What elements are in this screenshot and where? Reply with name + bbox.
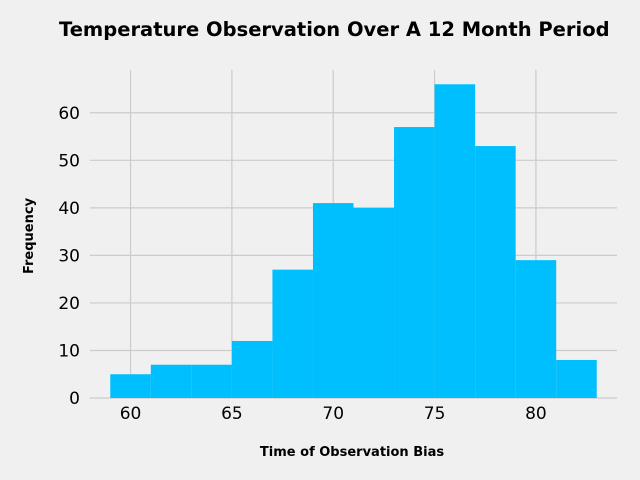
- y-tick-label: 10: [58, 341, 80, 361]
- chart-title: Temperature Observation Over A 12 Month …: [59, 18, 610, 41]
- histogram-bar: [394, 127, 435, 398]
- y-tick-label: 20: [58, 294, 80, 314]
- tick-labels: 60 65 70 75 80 0 10 20 30 40 50 60: [58, 104, 546, 424]
- y-axis-label: Frequency: [22, 197, 37, 274]
- y-tick-label: 30: [58, 246, 80, 266]
- histogram-bar: [191, 364, 232, 398]
- histogram-bar: [515, 260, 557, 398]
- x-tick-label: 70: [322, 404, 344, 424]
- x-tick-label: 75: [424, 404, 446, 424]
- x-axis-label: Time of Observation Bias: [260, 445, 444, 460]
- y-tick-label: 50: [58, 151, 80, 171]
- histogram-bar: [475, 146, 516, 398]
- histogram-bar: [110, 374, 151, 398]
- x-tick-label: 60: [120, 404, 142, 424]
- y-tick-label: 60: [58, 104, 80, 124]
- histogram-bar: [434, 84, 476, 399]
- y-tick-label: 0: [69, 389, 80, 409]
- y-tick-label: 40: [58, 199, 80, 219]
- histogram-bar: [312, 203, 354, 398]
- histogram-bars: [110, 84, 597, 399]
- histogram-bar: [231, 340, 273, 398]
- histogram-bar: [150, 364, 192, 398]
- x-tick-label: 80: [525, 404, 547, 424]
- x-tick-label: 65: [221, 404, 243, 424]
- histogram-bar: [353, 207, 395, 398]
- histogram-bar: [556, 359, 597, 398]
- histogram-bar: [272, 269, 313, 398]
